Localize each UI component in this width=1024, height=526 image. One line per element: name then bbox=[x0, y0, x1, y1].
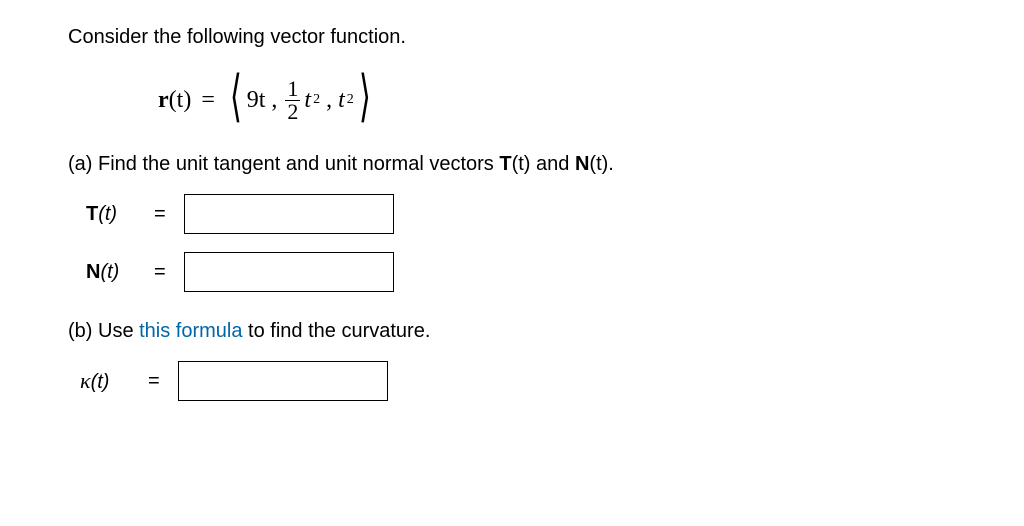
normal-input[interactable] bbox=[184, 252, 394, 292]
vector-equation: r(t) = ⟨ 9t, 1 2 t2, t2 ⟩ bbox=[158, 69, 1024, 131]
curvature-input[interactable] bbox=[178, 361, 388, 401]
part-b-prompt: (b) Use this formula to find the curvatu… bbox=[68, 318, 1024, 345]
part-a-prompt: (a) Find the unit tangent and unit norma… bbox=[68, 151, 1024, 178]
formula-link[interactable]: this formula bbox=[139, 320, 242, 342]
normal-row: N(t) = bbox=[86, 252, 1024, 292]
curvature-row: κ(t) = bbox=[80, 361, 1024, 401]
tangent-row: T(t) = bbox=[86, 194, 1024, 234]
intro-text: Consider the following vector function. bbox=[68, 24, 1024, 51]
tangent-input[interactable] bbox=[184, 194, 394, 234]
